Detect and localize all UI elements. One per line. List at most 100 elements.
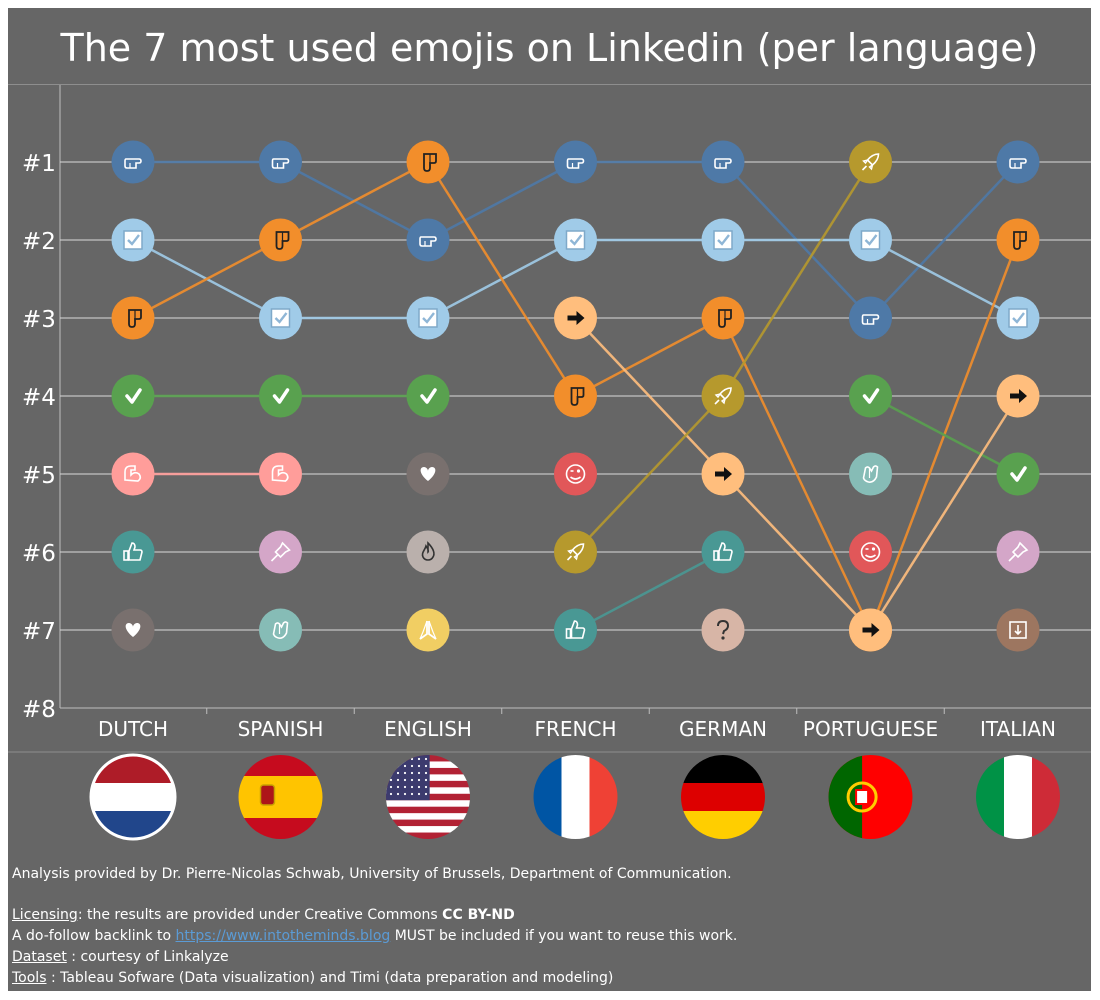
category-label: ENGLISH bbox=[384, 717, 472, 741]
germany-flag bbox=[681, 755, 765, 839]
point_down-series-line bbox=[721, 317, 872, 631]
clap-icon bbox=[862, 465, 879, 483]
series-markers bbox=[111, 140, 1040, 652]
rocket-icon bbox=[566, 543, 585, 561]
check_box-marker bbox=[111, 218, 155, 262]
point_right-marker bbox=[554, 140, 597, 184]
rocket-marker bbox=[849, 140, 892, 184]
down_box-marker bbox=[996, 608, 1040, 652]
pushpin-marker bbox=[996, 530, 1040, 574]
point_down-marker bbox=[554, 374, 597, 418]
thumbs_up-marker bbox=[701, 530, 745, 574]
point_down-icon bbox=[275, 231, 290, 250]
pushpin-icon bbox=[270, 541, 291, 562]
arrow_right-marker bbox=[996, 374, 1040, 418]
wink-icon bbox=[565, 464, 586, 484]
check_mark-icon bbox=[125, 388, 142, 404]
down_box-icon bbox=[1009, 621, 1027, 639]
thumbs_up-series-line bbox=[574, 550, 724, 632]
check_box-marker bbox=[554, 218, 597, 262]
chart-title: The 7 most used emojis on Linkedin (per … bbox=[60, 26, 1039, 70]
point_right-series-line bbox=[869, 161, 1019, 319]
point_right-icon bbox=[124, 158, 142, 169]
check_box-marker bbox=[996, 296, 1040, 340]
wink-marker bbox=[849, 530, 892, 574]
point_right-icon bbox=[861, 314, 880, 325]
category-label: DUTCH bbox=[98, 717, 168, 741]
check_mark-icon bbox=[272, 388, 290, 404]
check_box-marker bbox=[406, 296, 450, 340]
france-flag bbox=[533, 755, 618, 839]
rocket-series-line bbox=[721, 161, 872, 397]
rank-label: #2 bbox=[22, 229, 56, 255]
point_right-marker bbox=[111, 140, 155, 184]
arrow_right-series-line bbox=[574, 317, 724, 475]
point_down-icon bbox=[128, 309, 142, 328]
dataset-line: Dataset : courtesy of Linkalyze bbox=[12, 947, 1082, 968]
point_right-series-line bbox=[427, 160, 577, 242]
arrow_right-marker bbox=[849, 608, 892, 652]
backlink-url[interactable]: https://www.intotheminds.blog bbox=[175, 928, 391, 944]
dataset-text: : courtesy of Linkalyze bbox=[66, 949, 229, 965]
point_down-marker bbox=[259, 218, 302, 262]
muscle-icon bbox=[124, 465, 142, 482]
rocket-marker bbox=[554, 530, 597, 574]
category-label: FRENCH bbox=[534, 717, 616, 741]
check_box-marker bbox=[701, 218, 745, 262]
check_mark-icon bbox=[420, 388, 437, 404]
point_down-icon bbox=[718, 309, 732, 328]
arrow_right-icon bbox=[567, 311, 585, 325]
check_box-icon bbox=[565, 230, 586, 250]
muscle-marker bbox=[259, 452, 302, 496]
point_right-icon bbox=[1009, 158, 1027, 169]
licensing-label: Licensing bbox=[12, 907, 78, 923]
heart-icon bbox=[420, 467, 436, 481]
licensing-text: : the results are provided under Creativ… bbox=[77, 907, 443, 923]
point_right-marker bbox=[259, 140, 302, 184]
flag-row bbox=[89, 753, 1060, 841]
arrow_right-series-line bbox=[722, 473, 872, 631]
pray-marker bbox=[406, 608, 450, 652]
question-marker bbox=[701, 608, 745, 652]
wink-marker bbox=[554, 452, 597, 496]
dashboard-frame: The 7 most used emojis on Linkedin (per … bbox=[8, 8, 1091, 991]
clap-marker bbox=[849, 452, 892, 496]
analysis-credit: Analysis provided by Dr. Pierre-Nicolas … bbox=[12, 866, 732, 882]
point_down-marker bbox=[996, 218, 1040, 262]
point_down-series-line bbox=[279, 160, 429, 242]
license-name: CC BY-ND bbox=[442, 907, 515, 923]
rocket-icon bbox=[861, 153, 880, 171]
check_mark-icon bbox=[1010, 466, 1027, 482]
backlink-line: A do-follow backlink to https://www.into… bbox=[12, 926, 1082, 947]
point_right-marker bbox=[406, 218, 450, 262]
series-lines bbox=[132, 160, 1020, 632]
rank-label: #6 bbox=[22, 541, 56, 567]
check_mark-marker bbox=[406, 374, 450, 418]
check_mark-marker bbox=[111, 374, 155, 418]
point_right-icon bbox=[419, 236, 437, 247]
clap-icon bbox=[272, 621, 289, 639]
portugal-flag bbox=[828, 755, 913, 839]
fire-marker bbox=[406, 530, 450, 574]
muscle-icon bbox=[271, 465, 289, 482]
check_box-icon bbox=[270, 308, 291, 328]
point_right-icon bbox=[271, 158, 290, 169]
spain-flag bbox=[238, 755, 323, 839]
rank-label: #4 bbox=[22, 385, 56, 411]
category-label: GERMAN bbox=[679, 717, 767, 741]
flag-ring bbox=[89, 753, 177, 841]
tools-line: Tools : Tableau Sofware (Data visualizat… bbox=[12, 968, 1082, 989]
thumbs_up-icon bbox=[565, 620, 586, 639]
point_down-marker bbox=[111, 296, 155, 340]
clap-marker bbox=[259, 608, 302, 652]
rank-label: #1 bbox=[22, 151, 56, 177]
arrow_right-icon bbox=[862, 623, 880, 637]
check_box-icon bbox=[713, 230, 733, 250]
point_right-marker bbox=[996, 140, 1040, 184]
check_box-marker bbox=[849, 218, 892, 262]
backlink-post: MUST be included if you want to reuse th… bbox=[390, 928, 738, 944]
rank-label: #5 bbox=[22, 463, 56, 489]
check_mark-series-line bbox=[869, 394, 1019, 476]
arrow_right-icon bbox=[715, 467, 732, 481]
point_right-marker bbox=[701, 140, 745, 184]
